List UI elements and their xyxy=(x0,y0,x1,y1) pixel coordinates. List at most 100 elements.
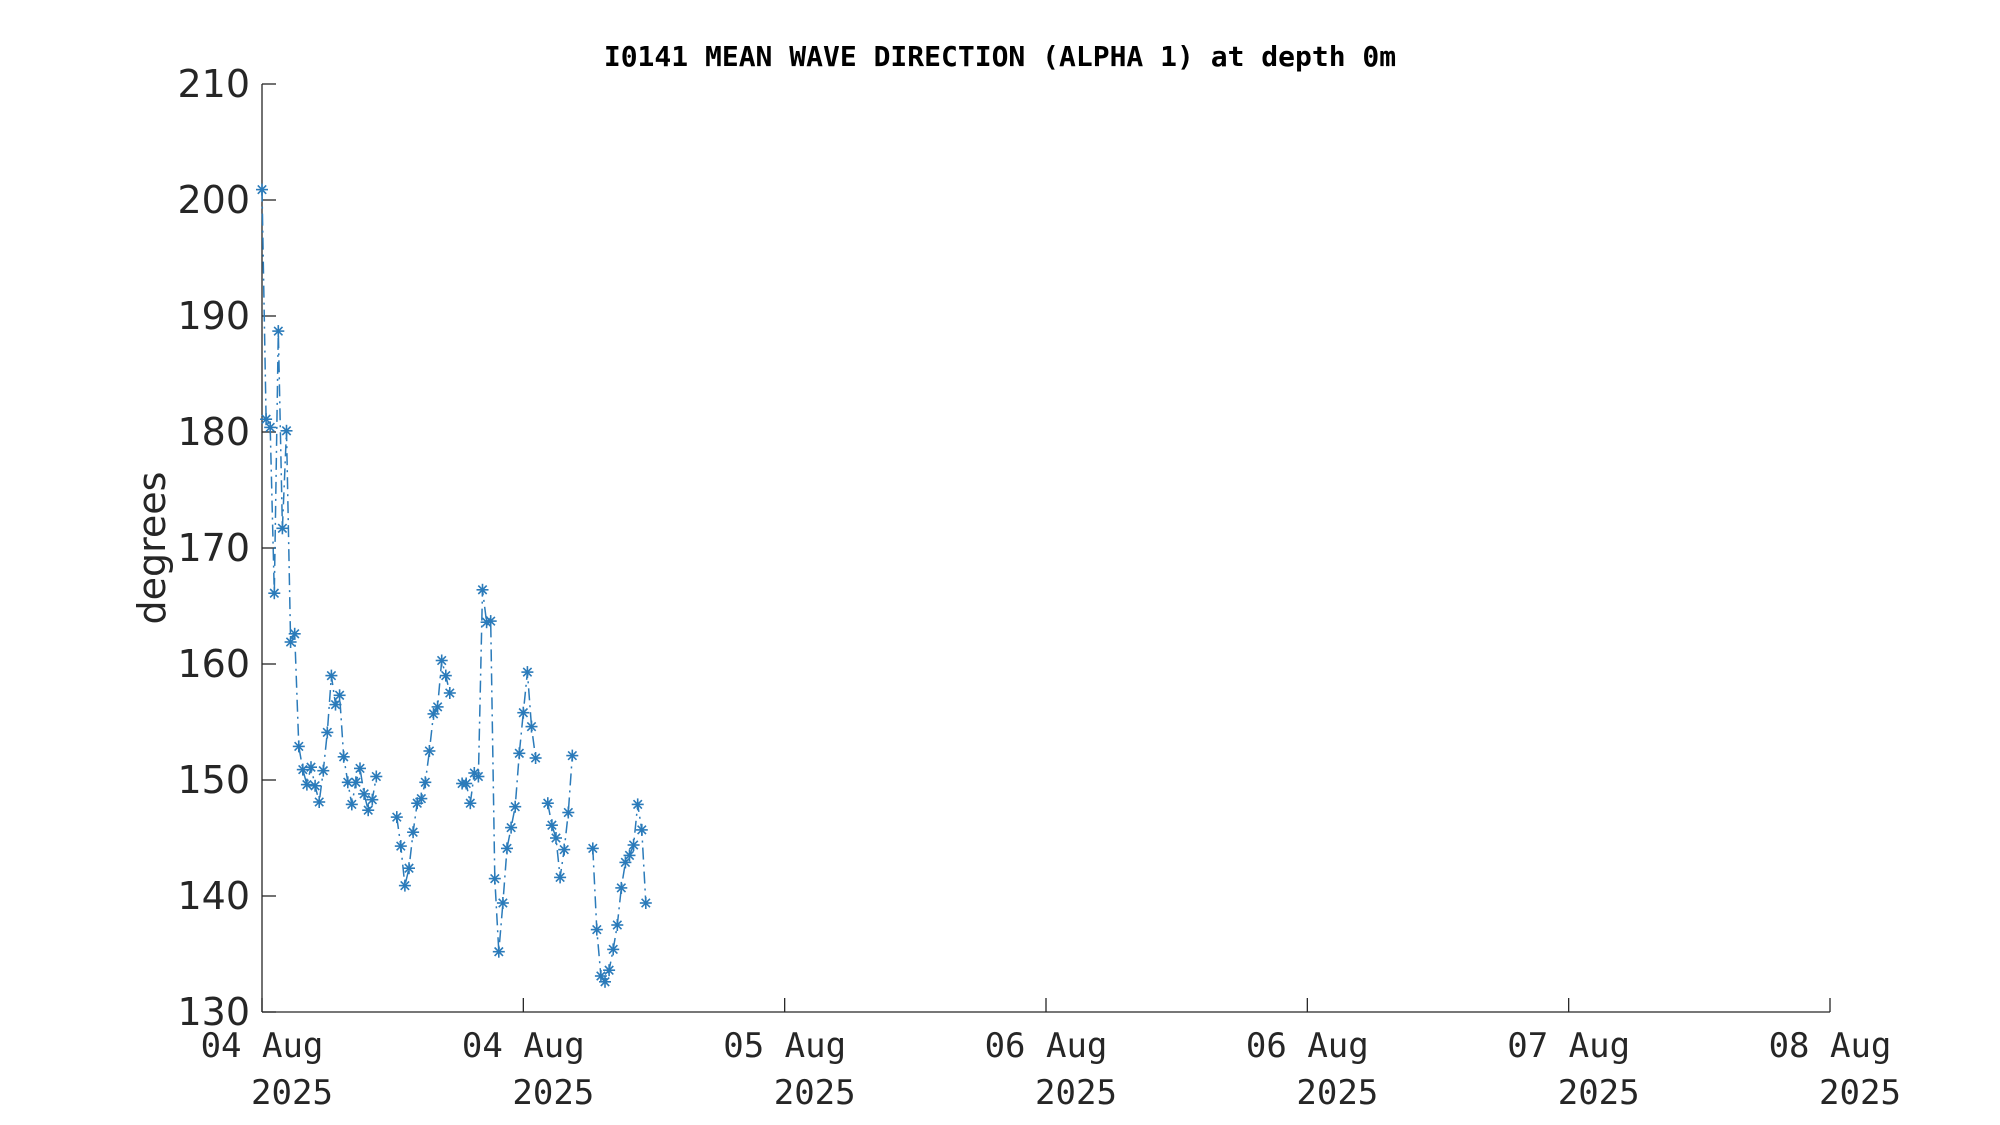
data-point-marker xyxy=(603,964,616,977)
x-tick-year-label: 2025 xyxy=(1035,1073,1117,1113)
x-tick-year-label: 2025 xyxy=(774,1073,856,1113)
x-tick-year-label: 2025 xyxy=(512,1073,594,1113)
data-point-marker xyxy=(525,720,538,733)
data-point-marker xyxy=(305,761,317,774)
axes xyxy=(261,84,1830,1013)
data-point-marker xyxy=(276,522,289,535)
data-point-marker xyxy=(521,666,534,679)
data-point-marker xyxy=(407,826,420,839)
y-tick-label: 210 xyxy=(177,62,250,106)
data-point-marker xyxy=(362,804,375,817)
data-point-marker xyxy=(472,770,485,783)
y-tick-label: 150 xyxy=(177,758,250,802)
data-point-marker xyxy=(566,749,579,762)
data-point-marker xyxy=(268,587,281,600)
data-point-marker xyxy=(300,778,313,791)
data-point-marker xyxy=(443,687,456,699)
data-point-marker xyxy=(639,897,652,909)
data-point-marker xyxy=(394,840,407,853)
data-point-marker xyxy=(370,770,383,783)
data-point-marker xyxy=(615,881,628,894)
data-point-marker xyxy=(496,897,509,909)
x-tick-label: 04 Aug xyxy=(201,1026,324,1066)
data-point-marker xyxy=(599,975,611,988)
data-point-marker xyxy=(313,796,326,808)
data-point-marker xyxy=(554,871,567,884)
data-point-marker xyxy=(464,797,477,810)
y-tick-label: 130 xyxy=(177,990,250,1034)
data-point-marker xyxy=(505,821,518,834)
data-point-marker xyxy=(431,700,444,713)
data-point-marker xyxy=(349,776,362,789)
x-tick-year-label: 2025 xyxy=(1558,1073,1640,1113)
ticks: 130 140 150 160 170 180 190 200 210 04 Aug 2025 04 … xyxy=(177,62,1900,1113)
data-point-marker xyxy=(309,779,322,792)
data-point-marker xyxy=(354,762,366,775)
x-tick-label: 06 Aug xyxy=(985,1026,1108,1066)
x-tick-label: 04 Aug xyxy=(462,1026,585,1066)
data-point-marker xyxy=(439,669,452,682)
data-point-marker xyxy=(256,183,268,196)
x-tick-year-label: 2025 xyxy=(1819,1073,1901,1113)
data-point-marker xyxy=(435,654,448,667)
data-point-marker xyxy=(292,740,305,753)
data-point-marker xyxy=(562,806,575,819)
data-point-marker xyxy=(390,811,403,824)
data-point-marker xyxy=(272,325,285,338)
data-point-marker xyxy=(590,923,603,936)
data-point-marker xyxy=(333,689,346,702)
data-point-marker xyxy=(476,583,489,596)
y-tick-label: 180 xyxy=(177,410,250,454)
data-point-marker xyxy=(280,424,293,437)
data-point-marker xyxy=(541,797,554,810)
data-point-marker xyxy=(337,750,350,763)
data-point-marker xyxy=(366,793,379,806)
data-point-marker xyxy=(460,777,473,790)
data-point-marker xyxy=(296,763,309,776)
data-point-marker xyxy=(545,819,558,832)
data-point-marker xyxy=(358,787,371,800)
data-point-marker xyxy=(488,872,501,885)
data-point-marker xyxy=(550,832,562,844)
data-point-marker xyxy=(419,776,432,789)
y-tick-label: 140 xyxy=(177,874,250,918)
data-point-marker xyxy=(415,792,428,805)
data-point-marker xyxy=(329,698,342,711)
series-line xyxy=(592,804,647,984)
series-line xyxy=(261,189,378,813)
y-tick-label: 200 xyxy=(177,178,250,222)
series-line xyxy=(396,660,451,886)
data-point-marker xyxy=(607,943,620,956)
data-point-marker xyxy=(325,669,338,682)
data-point-marker xyxy=(635,823,648,836)
x-tick-label: 06 Aug xyxy=(1246,1026,1369,1066)
data-point-marker xyxy=(501,842,513,855)
data-point-marker xyxy=(264,421,277,434)
data-point-marker xyxy=(509,800,522,813)
chart-title: I0141 MEAN WAVE DIRECTION (ALPHA 1) at d… xyxy=(604,40,1396,73)
x-tick-label: 05 Aug xyxy=(723,1026,846,1066)
y-axis-label: degrees xyxy=(130,472,174,625)
data-point-marker xyxy=(558,843,571,856)
data-point-marker xyxy=(484,615,497,628)
data-point-marker xyxy=(288,627,301,640)
y-tick-label: 190 xyxy=(177,294,250,338)
x-tick-year-label: 2025 xyxy=(251,1073,333,1113)
y-tick-label: 160 xyxy=(177,642,250,686)
data-point-marker xyxy=(627,839,640,851)
y-tick-label: 170 xyxy=(177,526,250,570)
data-point-marker xyxy=(513,747,526,760)
data-point-marker xyxy=(345,798,358,811)
data-point-marker xyxy=(398,879,411,892)
x-tick-label: 07 Aug xyxy=(1507,1026,1630,1066)
data-point-marker xyxy=(529,752,542,764)
x-tick-label: 08 Aug xyxy=(1769,1026,1892,1066)
data-point-marker xyxy=(427,707,440,720)
data-point-marker xyxy=(619,856,632,869)
data-point-marker xyxy=(321,726,334,739)
x-tick-year-label: 2025 xyxy=(1296,1073,1378,1113)
data-point-marker xyxy=(611,919,624,931)
data-point-marker xyxy=(594,970,607,982)
data-point-marker xyxy=(403,862,415,875)
